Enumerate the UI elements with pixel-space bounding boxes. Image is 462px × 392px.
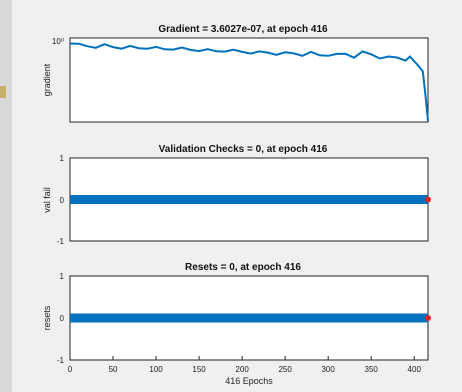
x-tick-label: 100 — [149, 365, 163, 374]
resets-title: Resets = 0, at epoch 416 — [185, 262, 301, 273]
x-axis-label: 416 Epochs — [225, 376, 273, 386]
validation-ylabel: val fail — [42, 187, 52, 213]
resets-ytick-0: 0 — [60, 314, 65, 323]
x-tick-label: 200 — [235, 365, 249, 374]
gradient-ylabel: gradient — [42, 63, 52, 96]
x-tick-label: 400 — [408, 365, 422, 374]
resets-panel: Resets = 0, at epoch 416 1 0 -1 resets 0… — [42, 262, 431, 386]
window-edge-marker — [0, 86, 6, 98]
x-tick-label: 350 — [365, 365, 379, 374]
x-tick-label: 0 — [68, 365, 73, 374]
resets-epoch-marker — [425, 315, 431, 321]
validation-panel: Validation Checks = 0, at epoch 416 1 0 … — [42, 144, 431, 246]
gradient-ytick-label: 10⁰ — [52, 37, 64, 46]
resets-ylabel: resets — [42, 305, 52, 330]
validation-title: Validation Checks = 0, at epoch 416 — [159, 144, 328, 155]
window-left-edge — [0, 0, 12, 392]
gradient-series-line — [69, 42, 429, 122]
x-axis-ticks: 0 50 100 150 200 250 300 350 400 — [68, 356, 422, 374]
x-tick-label: 50 — [109, 365, 118, 374]
resets-ytick-neg1: -1 — [57, 356, 65, 365]
x-tick-label: 300 — [321, 365, 335, 374]
x-tick-label: 150 — [192, 365, 206, 374]
x-tick-label: 250 — [278, 365, 292, 374]
validation-ytick-neg1: -1 — [57, 237, 65, 246]
validation-epoch-marker — [425, 196, 431, 203]
gradient-plot-area — [69, 37, 429, 123]
gradient-title: Gradient = 3.6027e-07, at epoch 416 — [158, 24, 328, 35]
resets-ytick-1: 1 — [60, 272, 65, 281]
validation-ytick-0: 0 — [60, 196, 65, 205]
gradient-panel: Gradient = 3.6027e-07, at epoch 416 10⁰ … — [42, 24, 429, 123]
validation-ytick-1: 1 — [60, 154, 65, 163]
